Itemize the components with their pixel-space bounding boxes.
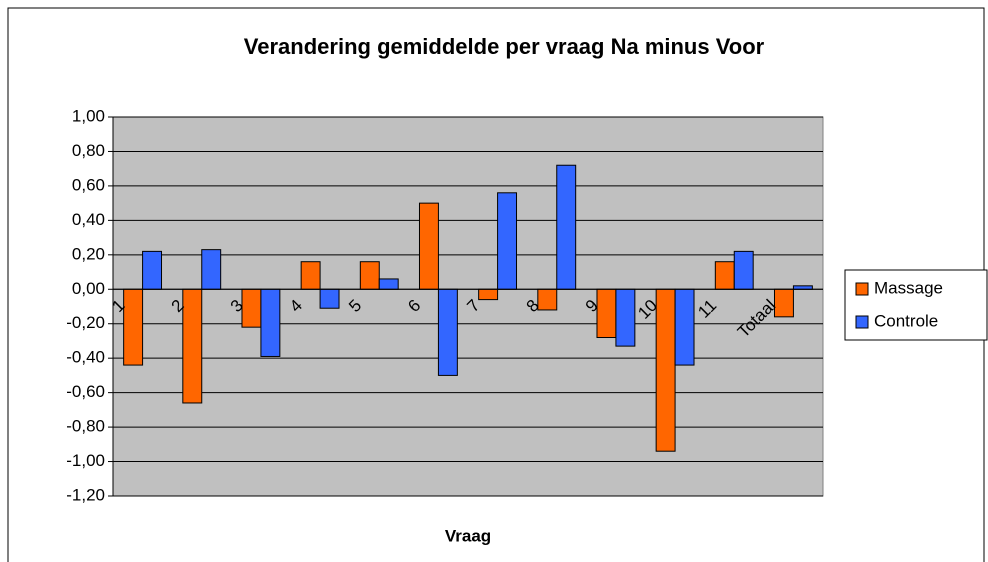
y-tick-label: 1,00 [72, 106, 105, 125]
bar [123, 288, 144, 366]
bar [615, 288, 636, 347]
bar [319, 288, 340, 309]
y-tick-label: -1,00 [66, 451, 105, 470]
bar [437, 288, 458, 376]
bar [142, 250, 163, 290]
y-tick-label: 0,20 [72, 244, 105, 263]
y-tick-label: -0,40 [66, 348, 105, 367]
bar [556, 164, 577, 290]
y-tick-label: 0,60 [72, 175, 105, 194]
bar [655, 288, 676, 452]
y-tick-label: 0,40 [72, 210, 105, 229]
y-tick-label: -1,20 [66, 485, 105, 504]
bar [497, 192, 518, 290]
plot-area [112, 116, 824, 497]
bar [201, 249, 222, 290]
legend-box [844, 269, 988, 341]
bar [596, 288, 617, 339]
bar [733, 250, 754, 290]
x-axis-title: Vraag [445, 526, 491, 545]
bar [300, 261, 321, 290]
bar [773, 288, 794, 318]
y-tick-label: -0,60 [66, 382, 105, 401]
y-tick-label: -0,20 [66, 313, 105, 332]
bar [674, 288, 695, 366]
bar [182, 288, 203, 404]
legend-label: Controle [874, 311, 938, 330]
y-tick-label: -0,80 [66, 417, 105, 436]
y-tick-label: 0,80 [72, 141, 105, 160]
bar [478, 288, 499, 301]
bar [418, 202, 439, 290]
legend-label: Massage [874, 278, 943, 297]
bar [792, 285, 813, 290]
legend-swatch [855, 315, 869, 329]
bar [378, 278, 399, 290]
bar [537, 288, 558, 311]
bar [714, 261, 735, 290]
chart-title: Verandering gemiddelde per vraag Na minu… [244, 34, 765, 59]
bar [359, 261, 380, 290]
bar [260, 288, 281, 357]
legend-swatch [855, 282, 869, 296]
y-tick-label: 0,00 [72, 279, 105, 298]
